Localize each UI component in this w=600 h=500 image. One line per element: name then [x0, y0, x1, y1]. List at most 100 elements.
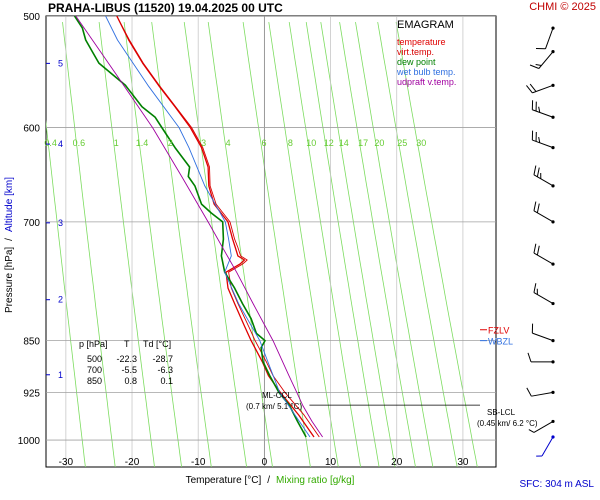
- ccl-detail: (0.7 km/ 5.1 °C): [246, 402, 302, 411]
- wind-barb: [531, 130, 555, 150]
- mixing-ratio-line: [339, 22, 416, 467]
- mixing-ratio-line: [395, 22, 478, 467]
- legend-entry: wet bulb temp.: [396, 67, 456, 77]
- table-cell: -22.3: [116, 354, 137, 364]
- level-marker-label: FZLV: [488, 326, 509, 336]
- altitude-tick-label: 1: [58, 370, 63, 380]
- wind-barb-station: [551, 339, 555, 343]
- wind-barb-feather: [533, 165, 537, 175]
- wind-barb-shaft: [533, 252, 554, 265]
- legend-entry: temperature: [397, 37, 446, 47]
- wind-barb-shaft: [532, 84, 554, 94]
- wind-barb: [531, 323, 555, 343]
- mixing-ratio-line: [355, 22, 434, 467]
- wind-barb-feather: [529, 64, 540, 69]
- mixing-ratio-line: [151, 22, 212, 467]
- wind-barb-shaft: [533, 292, 554, 304]
- table-header-cell: Td [°C]: [143, 339, 171, 349]
- mixing-ratio-label: 2: [168, 138, 173, 148]
- x-axis-separator: /: [267, 475, 270, 486]
- mixing-ratio-line: [320, 22, 396, 467]
- lcl-detail: (0.45 km/ 6.2 °C): [477, 419, 538, 428]
- y-axis-label: Pressure [hPa]: [4, 247, 15, 313]
- wind-barb: [536, 435, 555, 457]
- pressure-tick-label: 700: [23, 218, 40, 229]
- wind-barb-feather: [526, 85, 533, 94]
- x-tick-label: 10: [325, 457, 337, 468]
- wind-barb-shaft: [538, 51, 554, 69]
- wind-barb-station: [551, 83, 555, 87]
- pressure-tick-label: 850: [23, 337, 40, 348]
- wind-barb: [533, 201, 555, 224]
- wind-barb: [526, 387, 555, 397]
- mixing-ratio-label: 14: [339, 138, 349, 148]
- wind-barb-feather: [529, 83, 537, 92]
- wind-barb-feather: [526, 387, 532, 397]
- table-cell: -5.5: [121, 365, 137, 375]
- wind-barb-station: [551, 220, 555, 224]
- x-tick-label: -10: [191, 457, 206, 468]
- mixing-ratio-label: 6: [261, 138, 266, 148]
- wind-barb-feather: [536, 203, 540, 213]
- wind-barb: [533, 165, 555, 188]
- surface-elevation-label: SFC: 304 m ASL: [519, 479, 594, 490]
- wind-barb-feather: [533, 243, 537, 254]
- wind-barb-shaft: [532, 139, 554, 149]
- wind-barb: [526, 83, 555, 94]
- mixing-ratio-label: 12: [324, 138, 334, 148]
- wind-barb-station: [551, 50, 555, 54]
- mixing-ratio-label: 3: [201, 138, 206, 148]
- x-axis-title: Temperature [°C] / Mixing ratio [g/kg]: [186, 475, 355, 486]
- y-axis-label-altitude: Altitude [km]: [4, 177, 15, 232]
- mixing-ratio-line: [98, 22, 155, 467]
- altitude-tick-label: 5: [58, 58, 63, 68]
- wind-barb-station: [551, 184, 555, 188]
- mixing-ratio-line: [268, 22, 339, 467]
- table-cell: 700: [87, 365, 102, 375]
- mixing-ratio-label: 8: [288, 138, 293, 148]
- series-line-wet-bulb-temp: [105, 16, 311, 438]
- wind-barb-shaft: [533, 421, 554, 433]
- series-line-dew-point: [73, 16, 307, 438]
- x-tick-label: 20: [391, 457, 403, 468]
- ccl-label: ML-CCL: [262, 391, 292, 400]
- table-header-cell: T: [124, 339, 130, 349]
- plot-area-frame: [45, 15, 497, 468]
- series-line-virt-temp: [116, 16, 320, 438]
- wind-barb-station: [551, 301, 555, 306]
- wind-barb: [529, 50, 555, 69]
- table-header-cell: p [hPa]: [79, 339, 108, 349]
- wind-barb-shaft: [531, 391, 554, 397]
- wind-barb: [528, 419, 555, 433]
- wind-barb-shaft: [541, 436, 554, 457]
- mixing-ratio-label: 25: [397, 138, 407, 148]
- mixing-ratio-line: [123, 22, 182, 467]
- legend-entry: virt.temp.: [397, 47, 434, 57]
- mixing-ratio-label: 0.6: [73, 138, 86, 148]
- x-tick-label: -20: [125, 457, 140, 468]
- wind-barb-feather: [533, 201, 537, 211]
- mixing-ratio-label: 30: [416, 138, 426, 148]
- mixing-ratio-line: [305, 22, 380, 467]
- wind-barb-station: [551, 390, 555, 394]
- pressure-tick-label: 600: [23, 124, 40, 135]
- wind-barb-feather: [538, 106, 541, 113]
- pressure-tick-label: 925: [23, 388, 40, 399]
- wind-barb-shaft: [533, 210, 554, 223]
- wind-barb-station: [551, 435, 555, 439]
- wind-barb: [533, 243, 555, 266]
- station-title: PRAHA-LIBUS (11520) 19.04.2025 00 UTC: [48, 1, 283, 15]
- wind-barb-feather: [536, 167, 540, 177]
- altitude-tick-label: 4: [58, 139, 63, 149]
- wind-barb-station: [551, 146, 555, 150]
- wind-barb: [533, 283, 555, 306]
- series-line-temperature: [116, 16, 315, 438]
- legend-entry: dew point: [397, 57, 436, 67]
- pressure-tick-label: 500: [23, 12, 40, 23]
- mixing-ratio-line: [62, 22, 116, 467]
- mixing-ratio-label: 17: [358, 138, 368, 148]
- wind-barb-feather: [527, 352, 532, 363]
- table-header: p [hPa] T Td [°C]: [79, 339, 171, 349]
- table-cell: -6.3: [157, 365, 173, 375]
- wind-barb-feather: [533, 283, 537, 293]
